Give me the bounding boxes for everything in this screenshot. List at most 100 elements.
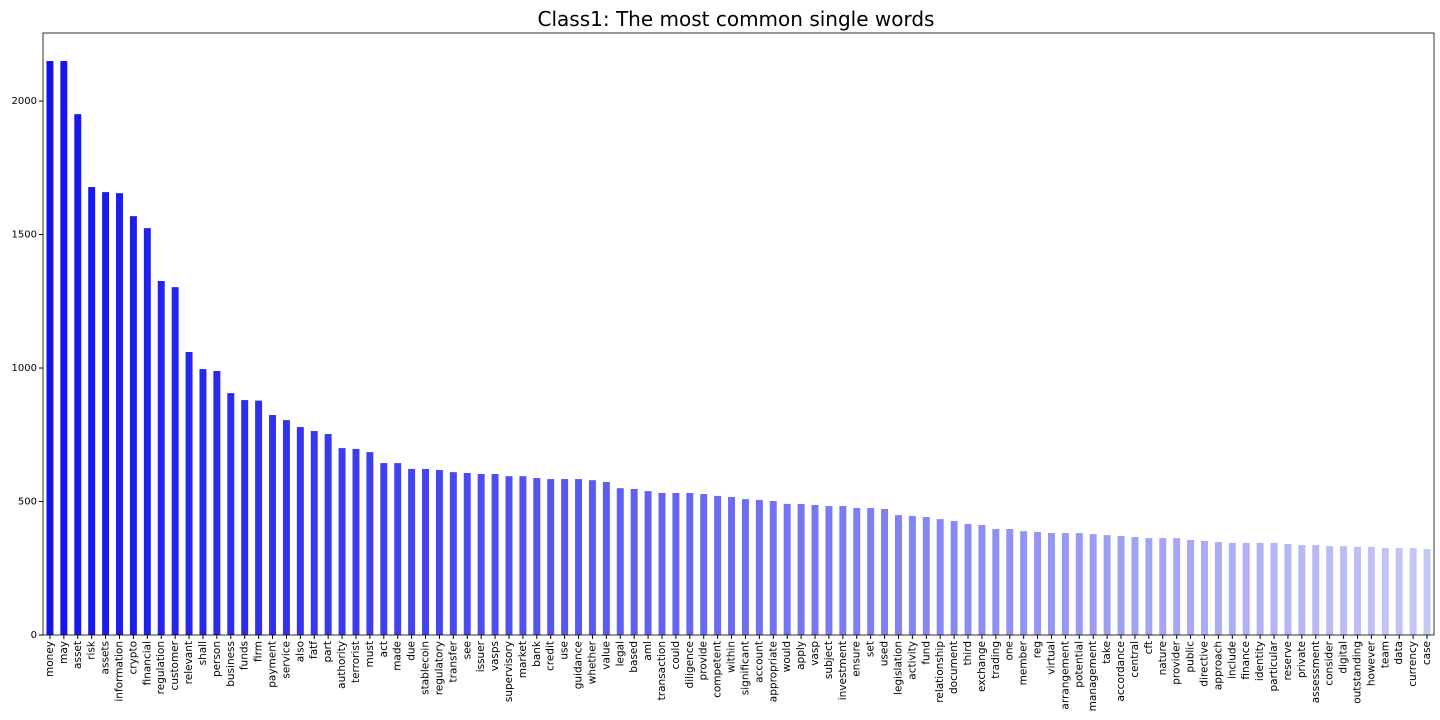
bar <box>1326 546 1334 635</box>
x-tick-label: particular <box>1268 640 1280 691</box>
x-tick-label: legislation <box>892 641 904 695</box>
bar <box>1354 546 1361 635</box>
bar <box>894 515 902 635</box>
x-tick-label: regulatory <box>433 641 445 695</box>
bar <box>1381 547 1389 635</box>
bar <box>1284 543 1292 635</box>
x-tick-label: fund <box>920 641 932 665</box>
bar <box>491 474 499 635</box>
bar <box>1089 534 1097 635</box>
bar <box>575 479 583 635</box>
x-tick-label: digital <box>1338 641 1350 674</box>
x-tick-label: approach <box>1212 641 1224 690</box>
bar <box>686 492 694 635</box>
bar <box>755 499 763 635</box>
bar <box>644 491 652 635</box>
x-tick-label: investment <box>837 641 849 700</box>
x-tick-label: arrangement <box>1059 641 1071 710</box>
x-tick-label: made <box>392 641 404 671</box>
x-tick-label: public <box>1185 641 1197 673</box>
x-tick-label: one <box>1004 641 1016 661</box>
bar <box>1270 542 1278 635</box>
x-tick-label: account <box>753 641 765 683</box>
bar <box>561 479 569 635</box>
bar <box>505 476 513 635</box>
x-tick-label: must <box>364 641 376 667</box>
bar <box>269 415 276 635</box>
bar <box>171 287 179 635</box>
x-tick-label: would <box>781 641 793 672</box>
x-tick-label: could <box>670 641 682 669</box>
x-tick-label: stablecoin <box>420 641 432 695</box>
x-tick-label: risk <box>86 640 98 660</box>
x-tick-label: virtual <box>1045 641 1057 675</box>
bar <box>143 228 151 635</box>
bar <box>825 506 833 635</box>
x-tick-label: reserve <box>1282 641 1294 680</box>
bar <box>1173 538 1181 635</box>
x-tick-label: supervisory <box>503 641 515 702</box>
bar <box>1131 537 1139 635</box>
bar <box>380 463 388 635</box>
x-tick-label: vasps <box>489 641 501 671</box>
x-tick-label: bank <box>531 640 543 667</box>
x-tick-label: consider <box>1324 640 1336 685</box>
bar <box>422 468 430 635</box>
bar <box>630 488 638 635</box>
x-tick-label: relationship <box>934 641 946 703</box>
x-tick-label: payment <box>267 641 279 688</box>
bar <box>185 352 193 635</box>
bar <box>992 529 1000 635</box>
x-tick-label: relevant <box>183 641 195 684</box>
x-tick-label: assets <box>100 641 112 674</box>
bar <box>1340 546 1348 635</box>
bar <box>797 503 805 635</box>
bar <box>728 496 736 635</box>
bar <box>227 393 235 635</box>
x-tick-label: provider <box>1171 640 1183 684</box>
x-tick-label: market <box>517 641 529 678</box>
bar <box>588 480 596 635</box>
x-tick-label: currency <box>1407 641 1419 687</box>
x-tick-label: accordance <box>1115 641 1127 702</box>
bar <box>1367 546 1375 635</box>
bar <box>1312 545 1320 635</box>
x-tick-label: trading <box>990 641 1002 679</box>
bar <box>477 474 485 635</box>
bar <box>1034 531 1042 635</box>
bar <box>241 400 249 635</box>
bar <box>296 427 304 635</box>
x-tick-label: competent <box>712 641 724 698</box>
bar <box>1103 535 1111 635</box>
x-tick-label: management <box>1087 641 1099 711</box>
bar <box>199 369 207 635</box>
x-tick-label: significant <box>739 641 751 695</box>
x-tick-label: cft <box>1143 641 1155 654</box>
bar <box>1214 542 1222 635</box>
x-tick-label: private <box>1296 641 1308 678</box>
bar <box>129 216 137 635</box>
x-tick-label: third <box>962 641 974 666</box>
bar <box>324 433 332 635</box>
bar <box>1423 549 1431 635</box>
bar <box>1409 547 1417 635</box>
bar <box>338 448 346 635</box>
bar <box>310 431 318 635</box>
bar <box>867 507 875 635</box>
x-tick-label: transfer <box>447 640 459 682</box>
bar <box>102 192 110 635</box>
y-tick-label: 500 <box>18 497 37 508</box>
x-tick-label: also <box>294 641 306 662</box>
x-tick-label: issuer <box>475 640 487 672</box>
bar <box>1228 542 1236 635</box>
bar <box>46 61 54 635</box>
x-tick-label: shall <box>197 641 209 665</box>
bar <box>769 500 777 635</box>
x-tick-label: act <box>378 641 390 657</box>
x-tick-label: member <box>1018 640 1030 685</box>
bar <box>255 400 263 635</box>
x-tick-label: firm <box>253 641 265 662</box>
x-tick-label: due <box>406 641 418 661</box>
bar <box>282 420 290 635</box>
